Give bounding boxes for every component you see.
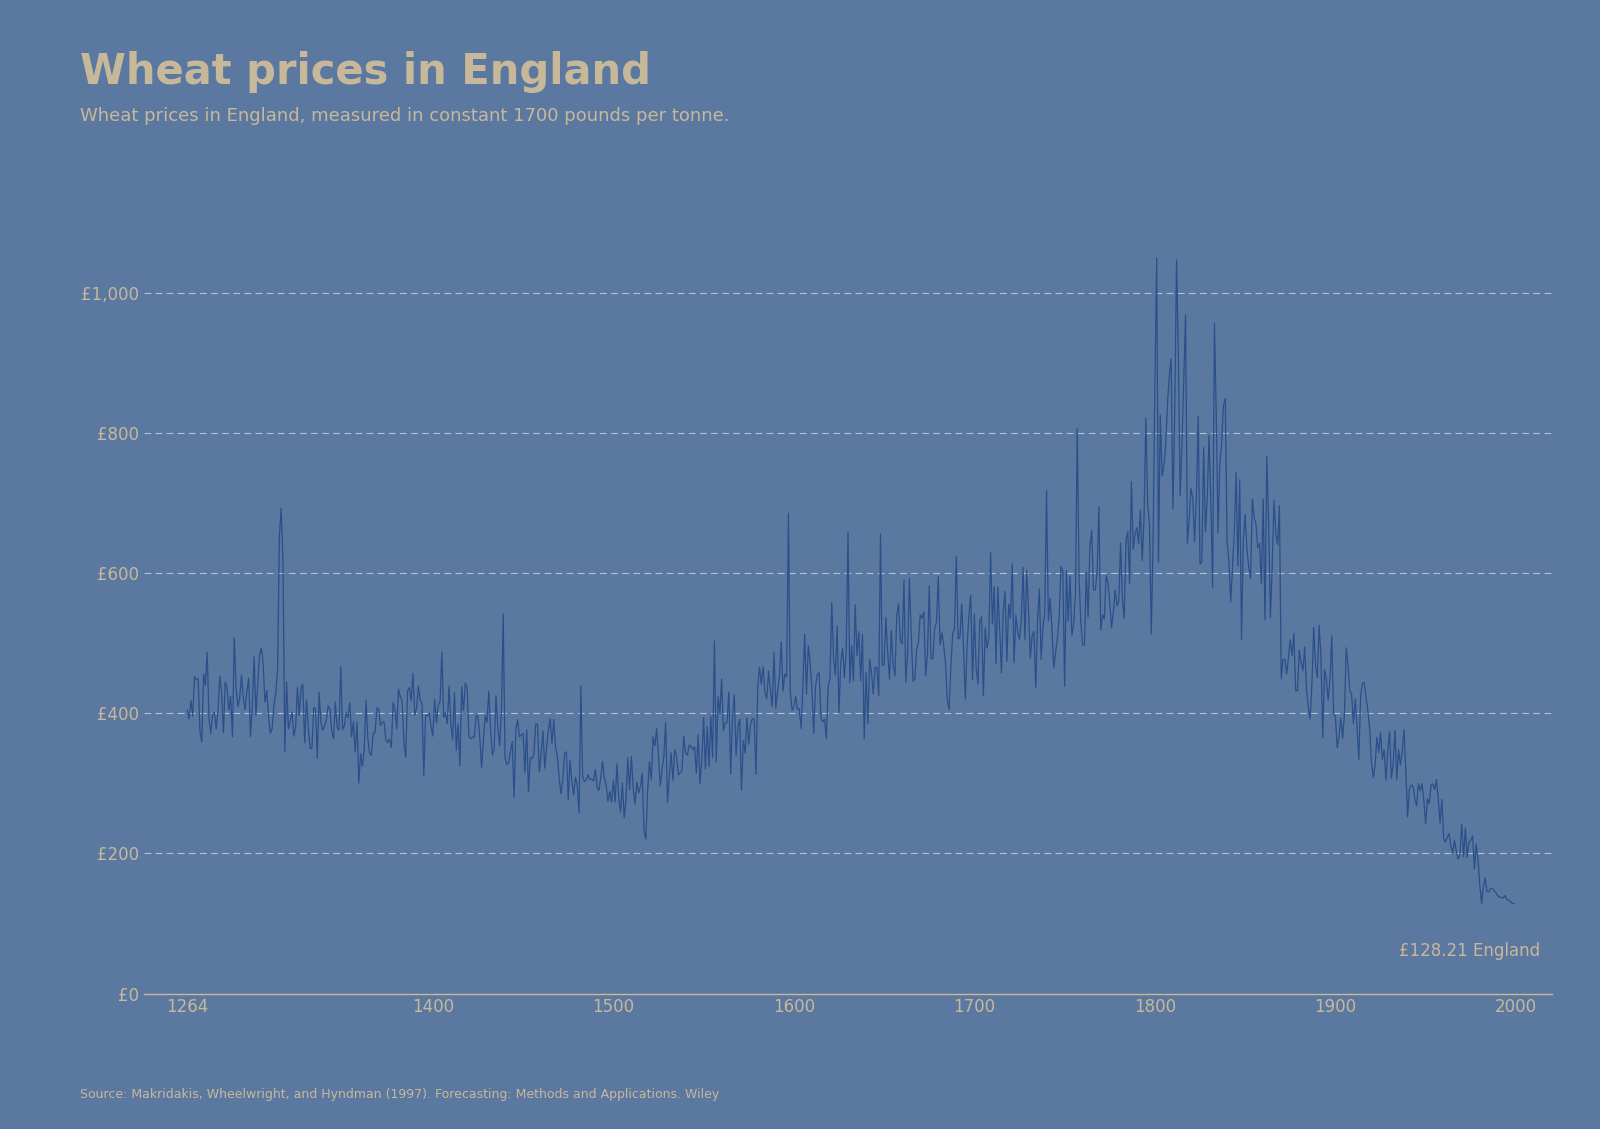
Text: Wheat prices in England: Wheat prices in England [80,51,651,93]
Text: Wheat prices in England, measured in constant 1700 pounds per tonne.: Wheat prices in England, measured in con… [80,107,730,125]
Text: £128.21 England: £128.21 England [1398,943,1539,961]
Text: Source: Makridakis, Wheelwright, and Hyndman (1997). Forecasting: Methods and Ap: Source: Makridakis, Wheelwright, and Hyn… [80,1087,720,1101]
